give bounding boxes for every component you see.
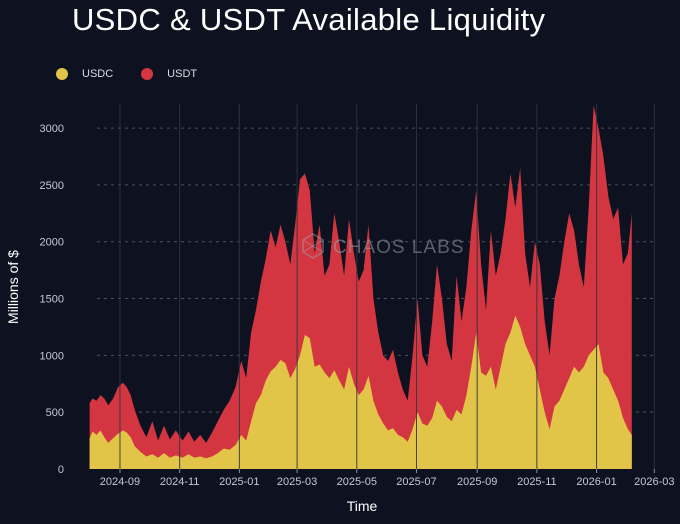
legend-label-usdc: USDC [82, 68, 114, 80]
y-tick-label: 2000 [40, 237, 64, 249]
y-tick-label: 3000 [40, 123, 64, 135]
x-tick-label: 2024-09 [100, 476, 140, 488]
legend: USDC USDT [56, 68, 225, 80]
x-tick-label: 2026-03 [634, 476, 674, 488]
x-tick-label: 2025-11 [517, 476, 557, 488]
watermark: CHAOS LABS [302, 233, 464, 259]
usdc-area [89, 315, 632, 469]
x-tick-label: 2024-11 [160, 476, 200, 488]
usdc-dot-icon [56, 68, 68, 80]
x-tick-label: 2025-05 [337, 476, 377, 488]
y-tick-label: 1000 [40, 350, 64, 362]
watermark-text: CHAOS LABS [333, 237, 464, 258]
legend-label-usdt: USDT [167, 68, 198, 80]
chart-title: USDC & USDT Available Liquidity [72, 2, 546, 37]
y-tick-label: 1500 [40, 294, 64, 306]
legend-item-usdt[interactable]: USDT [141, 68, 197, 80]
chaos-labs-logo-icon [302, 233, 324, 259]
x-tick-label: 2025-09 [457, 476, 497, 488]
usdt-dot-icon [141, 68, 154, 80]
y-tick-label: 500 [46, 407, 64, 419]
x-tick-label: 2025-03 [277, 476, 317, 488]
x-tick-label: 2025-01 [219, 476, 259, 488]
x-tick-label: 2026-01 [576, 476, 616, 488]
x-tick-label: 2025-07 [396, 476, 436, 488]
y-tick-label: 2500 [40, 180, 64, 192]
legend-item-usdc[interactable]: USDC [56, 68, 113, 80]
usdt-area [89, 105, 632, 470]
y-tick-label: 0 [58, 464, 64, 476]
x-axis-label: Time [346, 498, 378, 514]
